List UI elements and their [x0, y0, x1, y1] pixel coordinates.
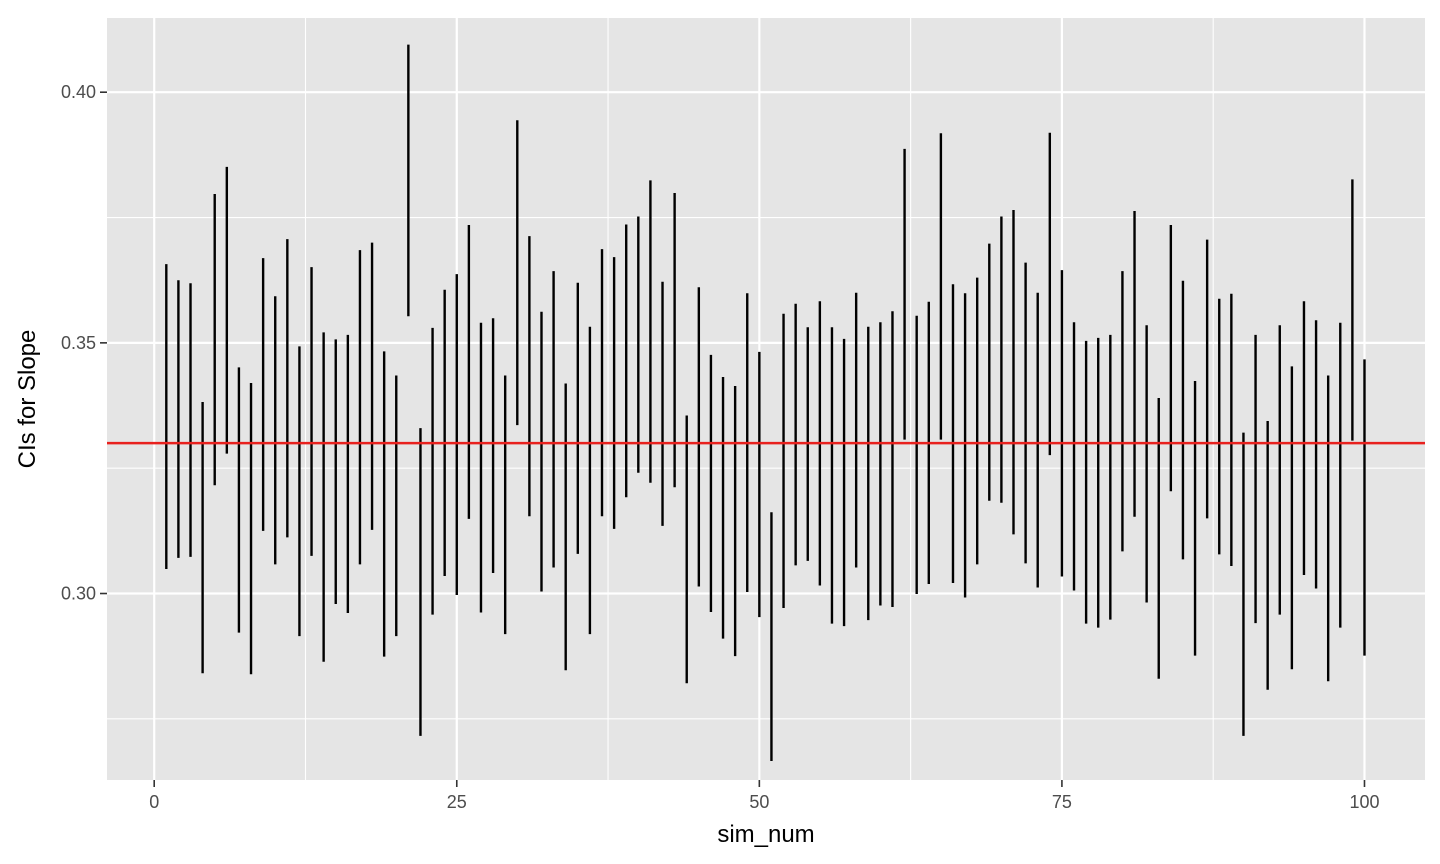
error-bars: [165, 44, 1366, 761]
y-axis: 0.30 0.35 0.40: [61, 82, 107, 604]
y-axis-title: CIs for Slope: [14, 330, 41, 469]
x-axis-title: sim_num: [717, 821, 814, 848]
x-tick-label: 25: [447, 792, 467, 812]
gridlines: [107, 18, 1425, 780]
x-tick-label: 100: [1349, 792, 1379, 812]
x-tick-label: 50: [749, 792, 769, 812]
x-axis: 0 25 50 75 100: [149, 780, 1380, 812]
y-tick-label: 0.40: [61, 82, 96, 102]
y-tick-label: 0.30: [61, 584, 96, 604]
y-tick-label: 0.35: [61, 333, 96, 353]
x-tick-label: 75: [1052, 792, 1072, 812]
x-tick-label: 0: [149, 792, 159, 812]
plot-panel: [107, 18, 1425, 780]
